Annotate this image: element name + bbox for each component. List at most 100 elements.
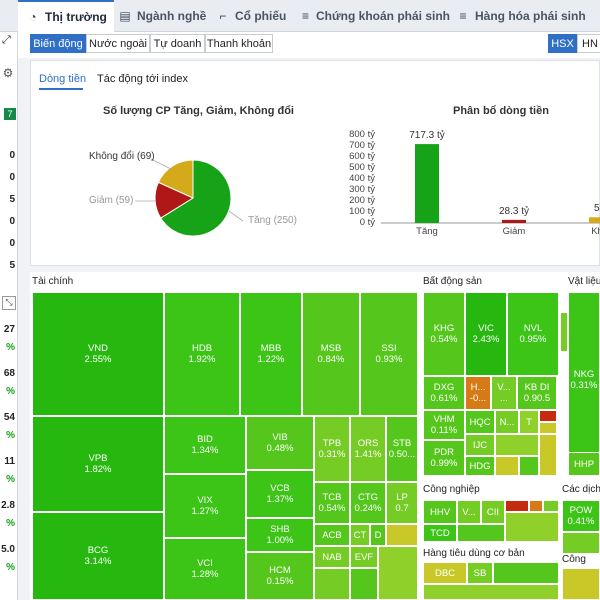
heatmap-tile[interactable]: VPB 1.82% (32, 416, 164, 512)
subtab-tu-doanh[interactable]: Tự doanh (150, 34, 205, 53)
heatmap-small-tile[interactable] (423, 584, 559, 600)
heatmap-tile[interactable]: V...... (491, 376, 517, 410)
heatmap-small-tile[interactable] (493, 562, 559, 584)
tile-symbol: KB DI (524, 382, 550, 393)
heatmap-tile[interactable]: HDB 1.92% (164, 292, 240, 416)
y-tick-label: 400 tỷ (349, 173, 375, 184)
heatmap-tile[interactable]: HDG (465, 456, 495, 476)
pie-slice[interactable] (160, 159, 232, 237)
heatmap-tile[interactable]: VHM 0.11% (423, 410, 465, 440)
tile-symbol: CTG (357, 492, 379, 503)
heatmap-tile[interactable]: NKG 0.31% (568, 292, 600, 468)
heatmap-small-tile[interactable] (539, 410, 557, 422)
heatmap-tile[interactable]: SB (467, 562, 493, 584)
heatmap-tile[interactable]: CT (350, 524, 370, 546)
heatmap-tile[interactable]: CII (481, 500, 505, 524)
heatmap-small-tile[interactable] (386, 524, 418, 546)
collapse-icon[interactable]: ⤡ (2, 296, 16, 310)
heatmap-tile[interactable]: D (370, 524, 386, 546)
heatmap-tile[interactable]: TCD (423, 524, 457, 542)
expand-icon[interactable]: ⤢ (2, 34, 11, 46)
heatmap-tile[interactable]: LP 0.7 (386, 482, 418, 524)
subtab-thanh-khoan[interactable]: Thanh khoản (205, 34, 273, 53)
heatmap-tile[interactable]: IJC (465, 434, 495, 456)
bar[interactable] (589, 217, 600, 223)
heatmap-tile[interactable]: VIC 2.43% (465, 292, 507, 376)
heatmap-small-tile[interactable] (457, 524, 505, 542)
heatmap-small-tile[interactable] (539, 434, 557, 476)
tab-thi-truong[interactable]: ◔ Thị trường (18, 0, 114, 32)
heatmap-small-tile[interactable] (560, 312, 568, 352)
heatmap-tile[interactable]: T (519, 410, 539, 434)
heatmap-tile[interactable]: ORS 1.41% (350, 416, 386, 482)
heatmap-small-tile[interactable] (495, 434, 539, 456)
panel-tab-dong-tien[interactable]: Dòng tiền (39, 73, 87, 85)
tab-co-phieu[interactable]: ⌐ Cổ phiếu (216, 0, 296, 32)
heatmap-tile[interactable]: HHV (423, 500, 457, 524)
heatmap-tile[interactable]: HCM 0.15% (246, 552, 314, 600)
tab-chung-khoan-phai-sinh[interactable]: ≡ Chứng khoán phái sinh (300, 0, 450, 32)
pie-label-giam: Giảm (59) (89, 195, 134, 206)
panel-tab-tac-dong[interactable]: Tác động tới index (97, 73, 188, 85)
heatmap-tile[interactable]: EVF (350, 546, 378, 568)
heatmap-small-tile[interactable] (505, 500, 529, 512)
heatmap-tile[interactable]: KB DI 0.90.5 (517, 376, 557, 410)
tile-change: 1.22% (257, 354, 285, 365)
bar[interactable] (415, 144, 439, 223)
tile-symbol: TCB (322, 492, 342, 503)
heatmap-tile[interactable]: SSI 0.93% (360, 292, 418, 416)
heatmap-small-tile[interactable] (314, 568, 350, 600)
heatmap-tile[interactable]: H... -0... (465, 376, 491, 410)
heatmap-small-tile[interactable] (529, 500, 543, 512)
subtab-bien-dong[interactable]: Biến động (30, 34, 86, 53)
heatmap-tile[interactable]: VIB 0.48% (246, 416, 314, 470)
heatmap-small-tile[interactable] (378, 546, 418, 600)
heatmap-tile[interactable]: NVL 0.95% (507, 292, 559, 376)
bar[interactable] (502, 219, 526, 223)
heatmap-tile[interactable]: BCG 3.14% (32, 512, 164, 600)
heatmap-small-tile[interactable] (539, 422, 557, 434)
heatmap-tile[interactable]: VND 2.55% (32, 292, 164, 416)
heatmap-tile[interactable]: V... (457, 500, 481, 524)
heatmap-small-tile[interactable] (350, 568, 378, 600)
heatmap-tile[interactable]: HQC (465, 410, 495, 434)
heatmap-small-tile[interactable] (543, 500, 559, 512)
heatmap-tile[interactable]: N... (495, 410, 519, 434)
tile-symbol: PDR (433, 447, 455, 458)
gear-icon[interactable]: ⚙ (2, 66, 14, 80)
tab-hang-hoa-phai-sinh[interactable]: ≡ Hàng hóa phái sinh (456, 0, 600, 32)
heatmap-small-tile[interactable] (495, 456, 519, 476)
heatmap-tile[interactable]: MBB 1.22% (240, 292, 302, 416)
heatmap-tile[interactable]: KHG 0.54% (423, 292, 465, 376)
heatmap-tile[interactable]: DBC (423, 562, 467, 584)
heatmap-tile[interactable]: STB 0.50... (386, 416, 418, 482)
heatmap-tile[interactable]: NAB (314, 546, 350, 568)
heatmap-tile[interactable]: VIX 1.27% (164, 474, 246, 538)
heatmap-tile[interactable]: CTG 0.24% (350, 482, 386, 524)
heatmap-small-tile[interactable] (505, 512, 559, 542)
pie-slice[interactable] (157, 159, 194, 199)
heatmap-tile[interactable]: POW 0.41% (562, 500, 600, 532)
heatmap-tile[interactable]: ACB (314, 524, 350, 546)
exchange-hsx[interactable]: HSX (548, 34, 577, 53)
tab-nganh-nghe[interactable]: ▤ Ngành nghề (118, 0, 210, 32)
heatmap-small-tile[interactable] (519, 456, 539, 476)
heatmap-small-tile[interactable] (562, 568, 600, 600)
heatmap-tile[interactable]: BID 1.34% (164, 416, 246, 474)
heatmap-tile[interactable]: PDR 0.99% (423, 440, 465, 476)
heatmap-tile[interactable]: HHP (568, 452, 600, 476)
heatmap-tile[interactable]: MSB 0.84% (302, 292, 360, 416)
heatmap-tile[interactable]: DXG 0.61% (423, 376, 465, 410)
heatmap-tile[interactable]: TPB 0.31% (314, 416, 350, 482)
heatmap-tile[interactable]: VCB 1.37% (246, 470, 314, 518)
tile-symbol: H... (470, 382, 486, 393)
pie-slice[interactable] (154, 181, 195, 219)
heatmap-tile[interactable]: SHB 1.00% (246, 518, 314, 552)
tile-symbol: IJC (472, 439, 488, 451)
exchange-hnx[interactable]: HN (577, 34, 600, 53)
heatmap-small-tile[interactable] (562, 532, 600, 554)
heatmap-tile[interactable]: TCB 0.54% (314, 482, 350, 524)
heatmap-tile[interactable]: VCI 1.28% (164, 538, 246, 600)
tile-symbol: SSI (381, 343, 397, 354)
subtab-nuoc-ngoai[interactable]: Nước ngoài (86, 34, 150, 53)
